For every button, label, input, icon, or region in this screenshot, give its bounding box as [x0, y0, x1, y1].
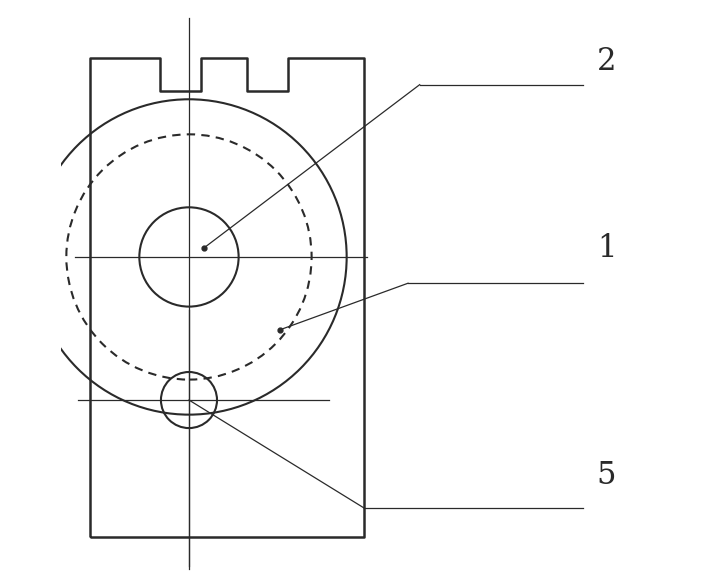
Text: 5: 5: [597, 460, 616, 492]
Text: 2: 2: [597, 46, 616, 77]
Text: 1: 1: [597, 232, 616, 264]
